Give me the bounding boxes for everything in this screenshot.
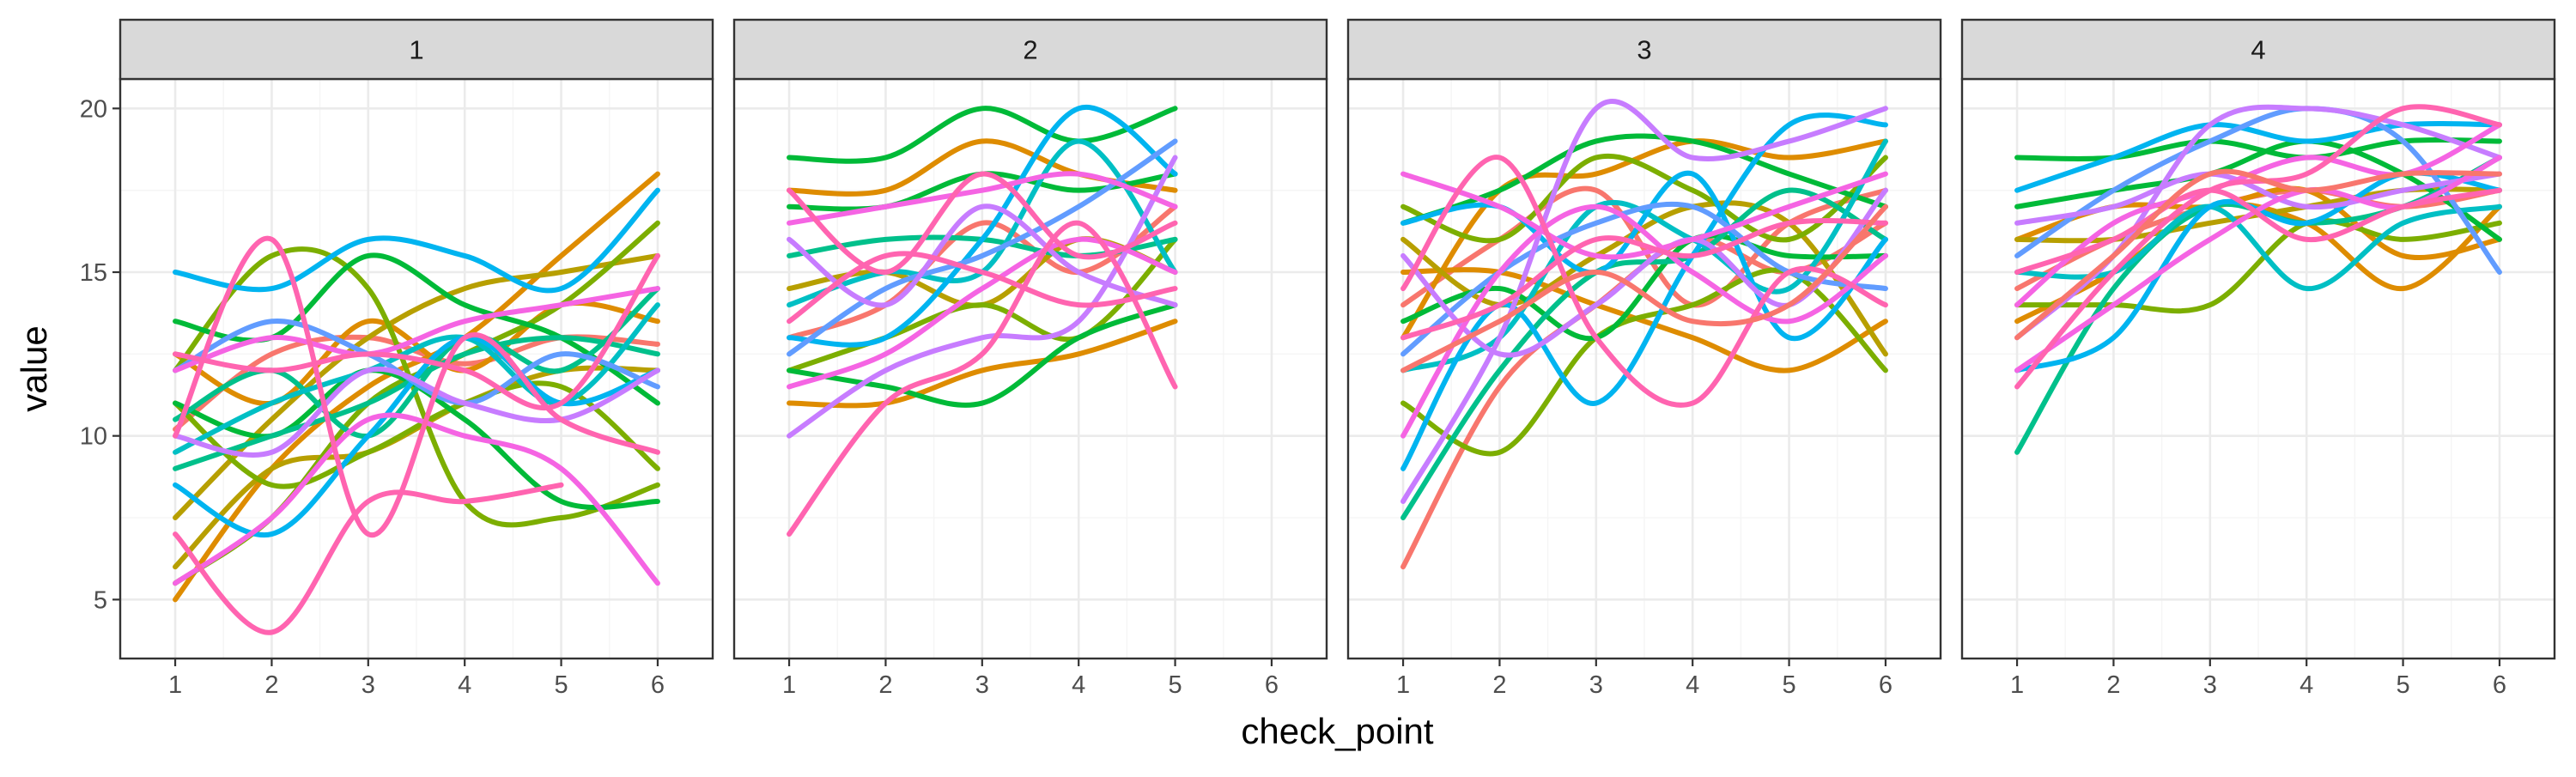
x-tick-label: 1 — [168, 671, 182, 699]
x-tick-label: 6 — [651, 671, 665, 699]
x-tick-label: 5 — [1168, 671, 1182, 699]
series-line-4-11 — [2014, 120, 2502, 193]
series-line-3-8 — [1400, 133, 1888, 226]
facet-strip — [118, 18, 714, 81]
x-tick-label: 4 — [458, 671, 471, 699]
x-tick-label: 5 — [554, 671, 568, 699]
series-line-4-19 — [2014, 168, 2502, 341]
series-line-2-8 — [787, 302, 1178, 408]
facet-panel-1: 1 1 2 3 4 5 6 — [118, 18, 714, 699]
series-line-3-18 — [1400, 171, 1888, 260]
series-line-4-6 — [2014, 137, 2502, 161]
x-tick-label: 1 — [2010, 671, 2024, 699]
series-line-2-13 — [787, 155, 1178, 439]
series-line-2-18 — [787, 171, 1178, 275]
x-tick-label: 3 — [1589, 671, 1603, 699]
y-axis-title: value — [14, 325, 54, 411]
series-group — [1400, 99, 1888, 570]
series-line-2-11 — [787, 104, 1178, 348]
series-line-3-10 — [1400, 187, 1888, 521]
series-line-3-19 — [1400, 155, 1888, 408]
series-line-1-16 — [173, 318, 660, 406]
series-line-1-19 — [173, 286, 660, 373]
x-axis-title: check_point — [1241, 711, 1433, 751]
series-line-2-19 — [787, 251, 1178, 325]
x-tick-label: 2 — [2106, 671, 2120, 699]
x-tick-label: 1 — [782, 671, 796, 699]
series-line-1-18 — [173, 412, 660, 586]
series-line-4-18 — [2014, 187, 2502, 275]
facet-panel-2: 2 1 2 3 4 5 6 — [732, 18, 1328, 699]
x-tick-label: 2 — [1492, 671, 1506, 699]
series-line-1-2 — [173, 171, 660, 603]
y-tick-label: 10 — [80, 423, 107, 451]
x-tick-label: 6 — [1879, 671, 1893, 699]
facet-strip-label: 3 — [1637, 35, 1651, 65]
y-tick-label: 20 — [80, 95, 107, 123]
x-tick-label: 2 — [878, 671, 892, 699]
series-group — [787, 104, 1178, 537]
series-line-3-7 — [1400, 153, 1888, 244]
series-line-2-16 — [787, 171, 1178, 226]
series-line-3-21 — [1400, 203, 1888, 373]
x-tick-label: 5 — [1782, 671, 1795, 699]
facet-strip — [1960, 18, 2556, 81]
series-line-3-14 — [1400, 201, 1888, 357]
series-line-2-12 — [787, 138, 1178, 357]
series-group — [173, 171, 660, 635]
facet-strip-label: 1 — [409, 35, 423, 65]
facet-strip-label: 2 — [1023, 35, 1037, 65]
series-line-2-17 — [787, 220, 1178, 537]
series-line-2-14 — [787, 203, 1178, 308]
series-line-1-15 — [173, 335, 660, 538]
series-line-4-14 — [2014, 171, 2502, 226]
x-tick-label: 6 — [1265, 671, 1279, 699]
x-tick-label: 2 — [264, 671, 278, 699]
series-line-3-15 — [1400, 99, 1888, 504]
x-tick-label: 6 — [2493, 671, 2506, 699]
series-line-1-21 — [173, 235, 660, 538]
series-line-2-15 — [787, 236, 1178, 390]
x-tick-label: 4 — [1686, 671, 1699, 699]
x-tick-label: 3 — [975, 671, 989, 699]
facet-panel-3: 3 1 2 3 4 5 6 — [1346, 18, 1942, 699]
series-line-4-5 — [2014, 217, 2502, 314]
series-line-2-3 — [787, 319, 1178, 409]
x-tick-label: 1 — [1396, 671, 1410, 699]
series-line-3-5 — [1400, 200, 1888, 357]
facet-strip-label: 4 — [2251, 35, 2265, 65]
series-line-1-13 — [173, 302, 660, 455]
facet-strip — [732, 18, 1328, 81]
series-line-4-2 — [2014, 201, 2502, 325]
x-tick-label: 5 — [2396, 671, 2409, 699]
series-line-1-14 — [173, 187, 660, 294]
y-tick-label: 5 — [94, 586, 107, 614]
series-line-4-15 — [2014, 122, 2502, 308]
series-line-1-6 — [173, 246, 660, 528]
series-line-1-22 — [173, 252, 660, 411]
series-group — [2014, 104, 2502, 455]
series-line-3-20 — [1400, 217, 1888, 341]
series-line-2-6 — [787, 106, 1178, 164]
series-line-3-3 — [1400, 138, 1888, 341]
facet-strip — [1346, 18, 1942, 81]
facet-panel-4: 4 1 2 3 4 5 6 — [1960, 18, 2556, 699]
series-line-3-9 — [1400, 233, 1888, 342]
x-tick-label: 4 — [2300, 671, 2313, 699]
series-line-1-17 — [173, 366, 660, 458]
series-line-4-17 — [2014, 104, 2502, 390]
series-line-2-1 — [787, 203, 1178, 341]
series-line-3-17 — [1400, 203, 1888, 439]
x-tick-label: 3 — [361, 671, 375, 699]
y-tick-label: 15 — [80, 259, 107, 287]
x-tick-label: 4 — [1072, 671, 1085, 699]
x-tick-label: 3 — [2203, 671, 2217, 699]
